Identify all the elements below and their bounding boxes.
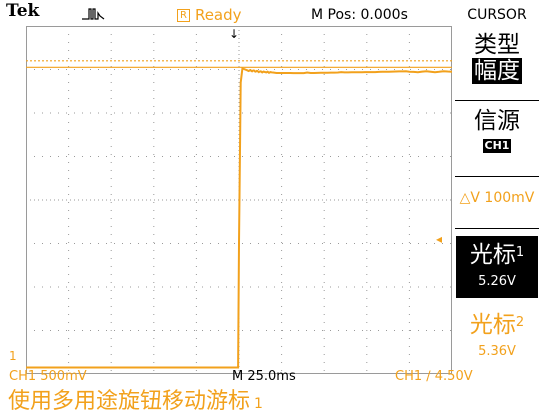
menu-divider <box>455 228 539 229</box>
brand-logo: Tek <box>6 1 40 21</box>
delta-v-readout: △V 100mV <box>459 190 535 206</box>
cursor2-index: 2 <box>515 315 525 330</box>
cursor2-value: 5.36V <box>478 344 516 359</box>
hint-index: 1 <box>254 396 263 412</box>
menu-divider <box>455 100 539 101</box>
trigger-readout: CH1 ∕ 4.50V <box>395 369 473 384</box>
menu-divider <box>455 176 539 177</box>
cursor2-menu-button[interactable]: 光标2 5.36V <box>454 310 540 359</box>
hint-text: 使用多用途旋钮移动游标 <box>8 389 251 414</box>
type-value: 幅度 <box>472 58 522 84</box>
source-value: CH1 <box>482 139 512 153</box>
cursor-lines <box>26 60 452 68</box>
cursor1-value: 5.26V <box>478 274 516 289</box>
status-text: Ready <box>194 6 242 24</box>
channel-ground-marker: 1 <box>9 349 17 363</box>
run-state-icon: R <box>177 9 190 22</box>
source-label: 信源 <box>474 108 520 134</box>
cursor2-label: 光标 <box>469 312 516 338</box>
waveform-display[interactable] <box>26 26 452 374</box>
source-menu-button[interactable]: 信源 CH1 <box>454 108 540 153</box>
type-menu-button[interactable]: 类型 幅度 <box>454 32 540 84</box>
main-position-readout: M Pos: 0.000s <box>311 7 408 23</box>
type-label: 类型 <box>474 32 520 58</box>
hint-message: 使用多用途旋钮移动游标 1 <box>8 383 263 415</box>
trigger-position-marker: ↓ <box>229 27 240 41</box>
ch1-scale-readout: CH1 500mV <box>9 369 87 384</box>
menu-title: CURSOR <box>467 7 527 23</box>
acquisition-status: R Ready <box>177 6 242 24</box>
cursor1-menu-button[interactable]: 光标1 5.26V <box>456 236 538 298</box>
trigger-level-marker: ◂ <box>436 232 443 246</box>
pulse-waveform-icon <box>82 8 105 20</box>
timebase-readout: M 25.0ms <box>232 369 296 384</box>
cursor1-label: 光标 <box>469 242 516 268</box>
ch1-trace <box>26 67 452 369</box>
cursor1-index: 1 <box>515 245 525 260</box>
